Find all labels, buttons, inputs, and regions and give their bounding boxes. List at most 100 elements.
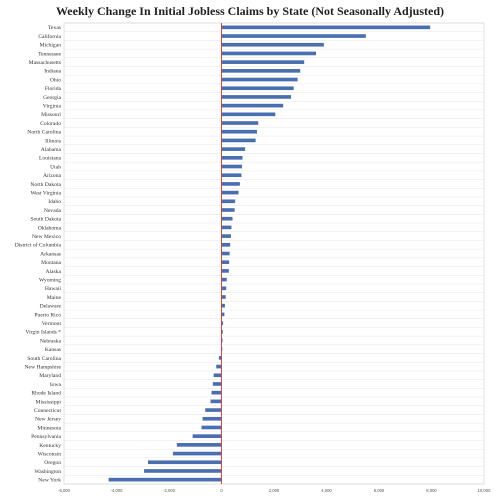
bar-washington [144, 469, 222, 473]
bar-arizona [221, 173, 242, 178]
category-label: Tennessee [38, 51, 61, 57]
bar-ohio [221, 77, 298, 82]
category-label: Nebraska [40, 338, 62, 344]
x-tick-label: -2,000 [163, 488, 176, 493]
category-label: Michigan [40, 43, 62, 49]
bar-south-carolina [218, 356, 222, 360]
bar-louisiana [221, 155, 243, 160]
category-label: Minnesota [37, 425, 61, 431]
bar-nevada [221, 208, 235, 212]
bar-wisconsin [172, 451, 222, 456]
bars [108, 25, 431, 482]
category-label: Illinois [45, 138, 61, 144]
bar-nebraska [221, 338, 223, 343]
bar-vermont [221, 321, 224, 325]
category-label: Louisiana [39, 156, 62, 162]
category-label: Indiana [44, 69, 61, 75]
x-tick-label: 0 [220, 488, 223, 493]
bar-new-hampshire [216, 364, 222, 369]
bar-idaho [221, 199, 236, 204]
category-label: Florida [45, 86, 62, 92]
bar-virginia [221, 103, 284, 108]
category-label: Colorado [40, 121, 61, 127]
bar-mississippi [210, 399, 222, 404]
x-tick-label: -6,000 [58, 488, 71, 493]
category-label: Oklahoma [38, 225, 62, 231]
bar-montana [221, 260, 230, 265]
category-label: Arizona [43, 173, 62, 179]
bar-connecticut [205, 408, 222, 412]
bar-virgin-islands [221, 329, 223, 334]
bar-minnesota [201, 425, 222, 430]
bar-kentucky [176, 443, 222, 447]
category-label: South Dakota [30, 217, 61, 223]
category-label: Mississippi [36, 399, 62, 405]
bar-new-jersey [202, 416, 222, 421]
category-label: New York [38, 478, 61, 484]
bar-texas [221, 25, 431, 30]
bar-alabama [221, 147, 246, 151]
category-label: New Jersey [35, 417, 61, 423]
category-label: New Hampshire [24, 364, 61, 370]
category-label: Kansas [45, 347, 61, 353]
category-label: North Carolina [27, 130, 61, 136]
category-label: Virginia [43, 104, 62, 110]
category-label: Nevada [44, 208, 62, 214]
category-label: Alaska [45, 269, 61, 275]
bar-delaware [221, 303, 225, 308]
category-label: Wisconsin [38, 451, 62, 457]
chart-title: Weekly Change In Initial Jobless Claims … [55, 4, 445, 18]
bar-arkansas [221, 251, 230, 256]
bar-pennsylvania [192, 434, 222, 438]
category-label: Pennsylvania [31, 434, 61, 440]
category-label: North Dakota [30, 182, 61, 188]
x-tick-labels: -6,000 -4,000 -2,000 0 2,000 4,000 6,000 8,000 1… [58, 488, 491, 493]
category-label: Oregon [44, 460, 61, 466]
category-label: Massachusetts [29, 60, 61, 66]
category-label: Wyoming [39, 277, 61, 283]
category-label: Missouri [41, 112, 61, 118]
category-label: Ohio [50, 77, 61, 83]
bar-iowa [212, 382, 222, 386]
bar-florida [221, 86, 294, 91]
category-label: California [38, 33, 61, 40]
category-label: Rhode Island [31, 391, 61, 397]
bar-oregon [148, 460, 222, 465]
bar-south-dakota [221, 216, 233, 221]
bar-colorado [221, 121, 259, 125]
category-label: District of Columbia [15, 242, 62, 249]
grid [63, 22, 485, 485]
x-tick-label: -4,000 [111, 488, 124, 493]
category-label: Delaware [40, 304, 62, 310]
bar-district-of-columbia [221, 242, 231, 247]
x-tick-label: 10,000 [478, 488, 491, 493]
bar-missouri [221, 112, 276, 117]
category-label: Hawaii [45, 286, 62, 292]
category-label: Georgia [43, 95, 61, 101]
x-tick-label: 6,000 [374, 488, 385, 493]
bar-california [221, 34, 366, 38]
category-label: New Mexico [32, 234, 61, 240]
x-tick-label: 8,000 [426, 488, 437, 493]
bar-oklahoma [221, 225, 232, 230]
x-tick-label: 2,000 [269, 488, 280, 493]
category-label: Alabama [41, 147, 62, 153]
bar-puerto-rico [221, 312, 225, 317]
bar-massachusetts [221, 60, 305, 64]
category-label: Maine [47, 295, 62, 301]
category-label: Kentucky [39, 443, 61, 449]
bar-illinois [221, 138, 256, 143]
plot-frame [63, 22, 485, 485]
bar-utah [221, 164, 242, 169]
bar-north-carolina [221, 129, 257, 134]
bar-west-virginia [221, 190, 239, 195]
x-tick-label: 4,000 [321, 488, 332, 493]
category-label: Connecticut [34, 408, 61, 414]
bar-north-dakota [221, 182, 240, 186]
category-label: Montana [41, 260, 61, 266]
bar-hawaii [221, 286, 227, 291]
category-label: West Virginia [30, 191, 61, 197]
bar-indiana [221, 69, 301, 73]
